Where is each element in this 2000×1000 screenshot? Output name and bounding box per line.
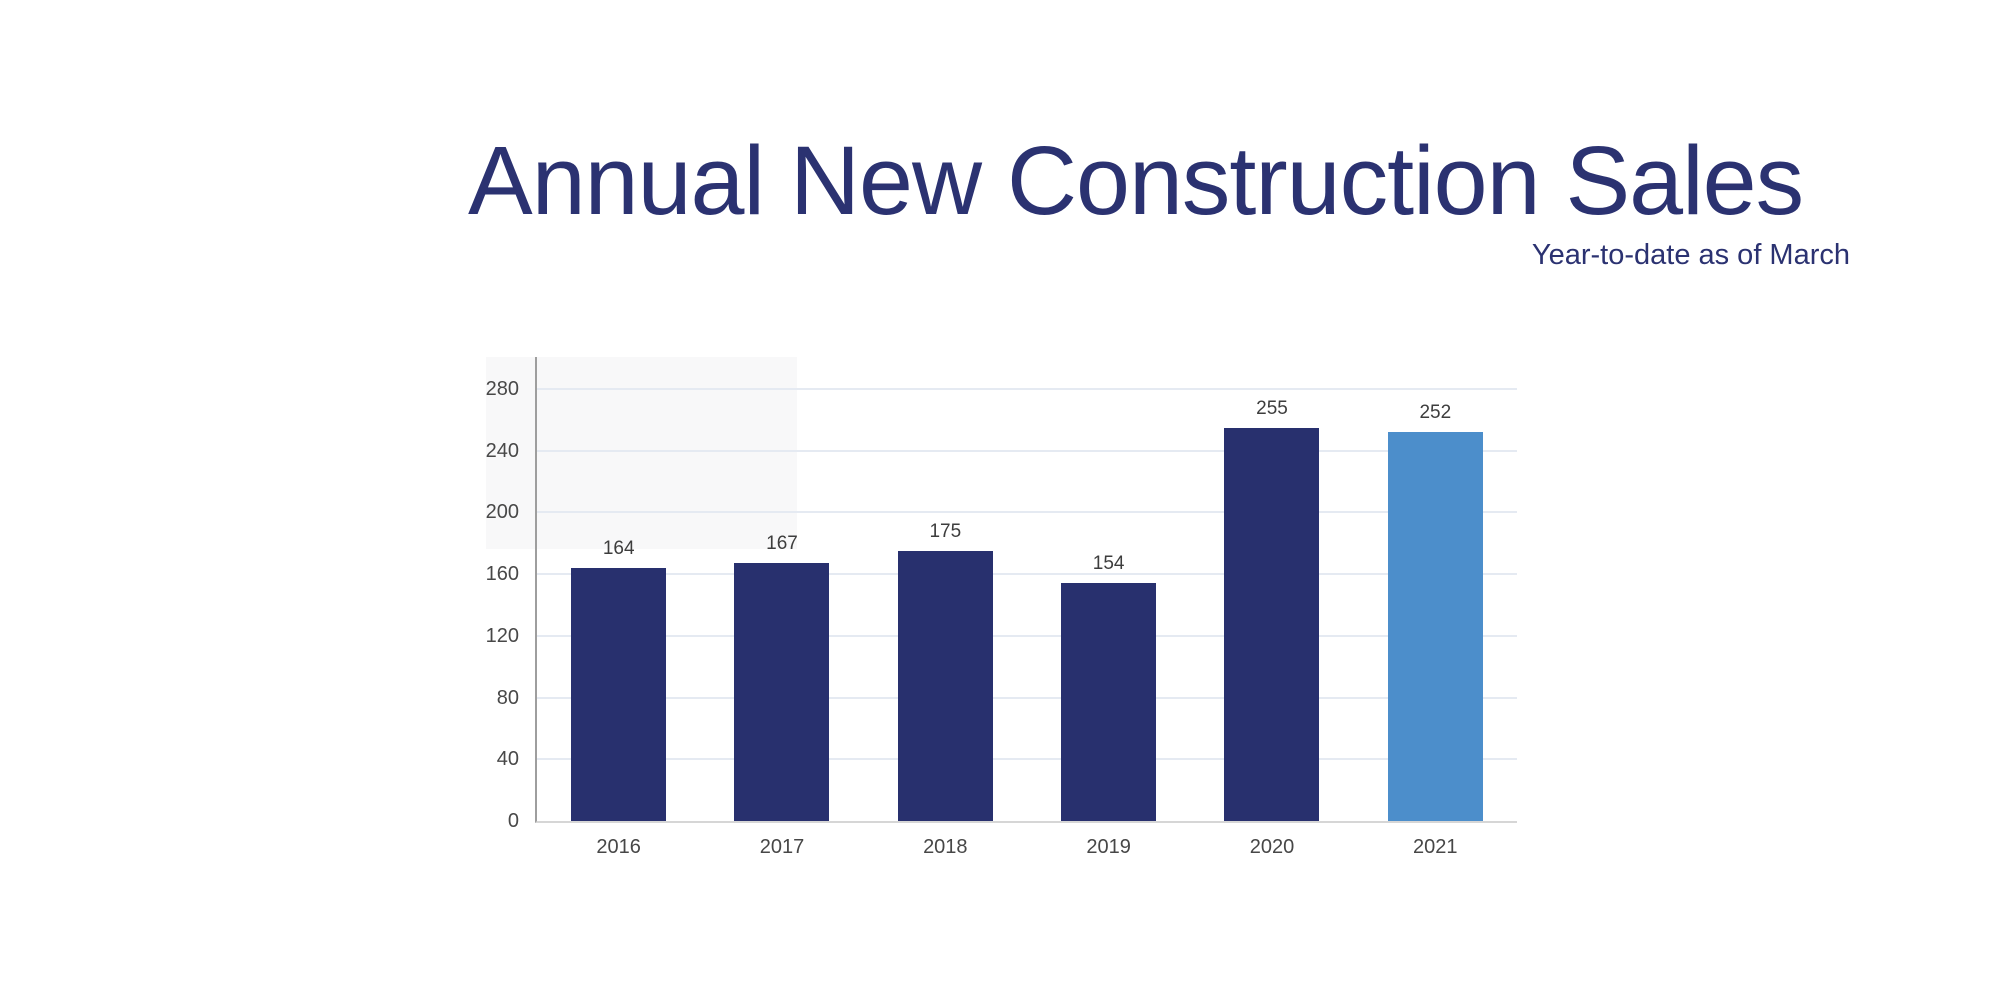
gridline-40 bbox=[537, 758, 1517, 761]
y-tick-label-40: 40 bbox=[496, 748, 519, 771]
gridline-240 bbox=[537, 449, 1517, 452]
gridline-80 bbox=[537, 696, 1517, 699]
bar-slot-2017: 167 2017 bbox=[700, 357, 863, 857]
gridline-120 bbox=[537, 634, 1517, 637]
bar-2020 bbox=[1224, 427, 1320, 821]
bar-value-label-2019: 154 bbox=[1092, 553, 1125, 575]
y-tick-label-0: 0 bbox=[507, 810, 519, 832]
x-tick-label-2021: 2021 bbox=[1413, 836, 1458, 858]
bar-slot-2018: 175 2018 bbox=[864, 357, 1027, 857]
bar-value-label-2016: 164 bbox=[602, 537, 635, 559]
y-tick-label-200: 200 bbox=[485, 501, 519, 524]
x-tick-label-2016: 2016 bbox=[596, 836, 641, 858]
bar-slot-2016: 164 2016 bbox=[537, 357, 700, 857]
bar-2018 bbox=[897, 551, 993, 821]
y-tick-label-120: 120 bbox=[485, 624, 519, 647]
bar-2016 bbox=[571, 567, 667, 821]
y-tick-label-80: 80 bbox=[496, 686, 519, 709]
bar-chart-plot-area: 0 40 80 120 160 200 240 280 164 2016 167 2017 175 20… bbox=[486, 357, 1517, 857]
chart-subtitle: Year-to-date as of March bbox=[1531, 239, 1850, 271]
chart-title: Annual New Construction Sales bbox=[468, 126, 1804, 235]
bar-slot-2021: 252 2021 bbox=[1354, 357, 1517, 857]
x-tick-label-2019: 2019 bbox=[1086, 836, 1131, 858]
bar-value-label-2021: 252 bbox=[1419, 402, 1452, 424]
bar-value-label-2017: 167 bbox=[766, 533, 798, 555]
bars-row: 164 2016 167 2017 175 2018 154 2019 255 2020 252 20… bbox=[537, 357, 1517, 857]
bar-slot-2019: 154 2019 bbox=[1027, 357, 1190, 857]
gridline-160 bbox=[537, 573, 1517, 576]
y-tick-label-160: 160 bbox=[485, 563, 519, 586]
bar-2017 bbox=[734, 563, 830, 821]
bar-slot-2020: 255 2020 bbox=[1190, 357, 1353, 857]
x-tick-label-2020: 2020 bbox=[1249, 836, 1295, 858]
gridline-200 bbox=[537, 511, 1517, 514]
y-tick-label-240: 240 bbox=[485, 439, 519, 462]
x-tick-label-2017: 2017 bbox=[759, 836, 805, 858]
y-tick-label-280: 280 bbox=[485, 378, 519, 400]
bar-2019 bbox=[1061, 583, 1157, 821]
bar-value-label-2018: 175 bbox=[929, 521, 962, 542]
bar-value-label-2020: 255 bbox=[1256, 397, 1288, 419]
gridline-280 bbox=[537, 388, 1517, 390]
x-tick-label-2018: 2018 bbox=[923, 836, 968, 858]
bar-2021 bbox=[1387, 432, 1483, 821]
